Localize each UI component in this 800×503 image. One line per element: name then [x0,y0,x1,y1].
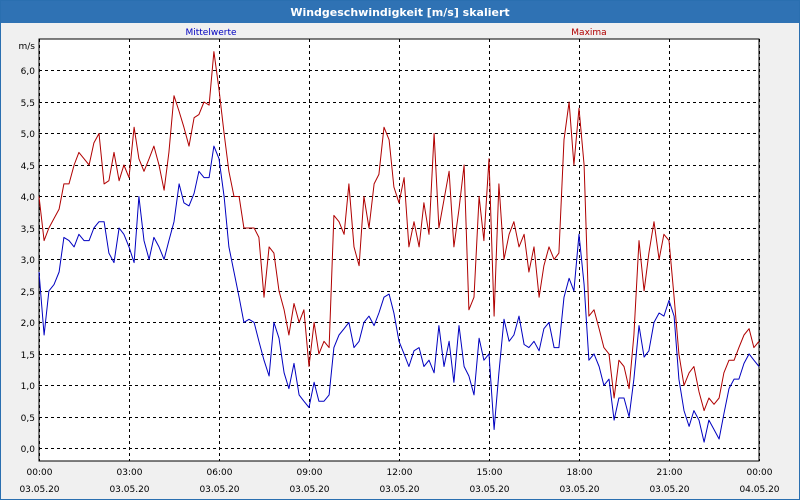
x-tick-time-label: 03:00 [117,468,143,478]
x-tick-time-label: 06:00 [207,468,233,478]
y-tick-label: 5,5 [21,99,35,109]
y-tick-label: 3,5 [21,225,35,235]
y-tick-label: 6,0 [21,67,36,77]
y-tick-label: 0,0 [21,445,36,455]
x-tick-date-label: 03.05.20 [649,485,689,495]
x-tick-date-label: 03.05.20 [559,485,599,495]
y-tick-label: 2,0 [21,319,36,329]
plot-area: 0,0 0,5 1,0 1,5 2,0 2,5 3,0 3,5 4,0 4,5 5,0 5,5 6,0 m… [1,23,799,499]
window-title: Windgeschwindigkeit [m/s] skaliert [290,5,510,19]
wind-speed-chart: 0,0 0,5 1,0 1,5 2,0 2,5 3,0 3,5 4,0 4,5 5,0 5,5 6,0 m… [19,28,780,495]
x-tick-time-label: 09:00 [297,468,323,478]
y-tick-label: 0,5 [21,414,35,424]
y-tick-label: 4,0 [21,193,36,203]
y-axis-unit-label: m/s [19,42,36,52]
legend-label-mittelwerte: Mittelwerte [185,28,236,38]
y-tick-label: 2,5 [21,288,35,298]
x-tick-date-label: 03.05.20 [109,485,149,495]
x-tick-date-label: 03.05.20 [469,485,509,495]
y-tick-label: 1,0 [21,382,36,392]
x-tick-time-label: 00:00 [747,468,773,478]
y-tick-label: 4,5 [21,162,35,172]
series-line-maxima [38,51,760,412]
series-line-mittelwerte [38,145,760,443]
y-tick-label: 1,5 [21,351,35,361]
x-tick-time-label: 00:00 [27,468,53,478]
x-tick-date-label: 03.05.20 [379,485,419,495]
x-tick-date-label: 03.05.20 [289,485,329,495]
x-tick-date-label: 04.05.20 [739,485,779,495]
x-tick-time-label: 21:00 [657,468,683,478]
x-tick-date-label: 03.05.20 [199,485,239,495]
x-tick-date-label: 03.05.20 [19,485,59,495]
y-tick-label: 3,0 [21,256,36,266]
y-tick-label: 5,0 [21,130,36,140]
window-titlebar: Windgeschwindigkeit [m/s] skaliert [1,1,799,23]
legend-label-maxima: Maxima [571,28,606,38]
x-tick-time-label: 18:00 [567,468,593,478]
x-tick-time-label: 12:00 [387,468,413,478]
x-tick-time-label: 15:00 [477,468,503,478]
